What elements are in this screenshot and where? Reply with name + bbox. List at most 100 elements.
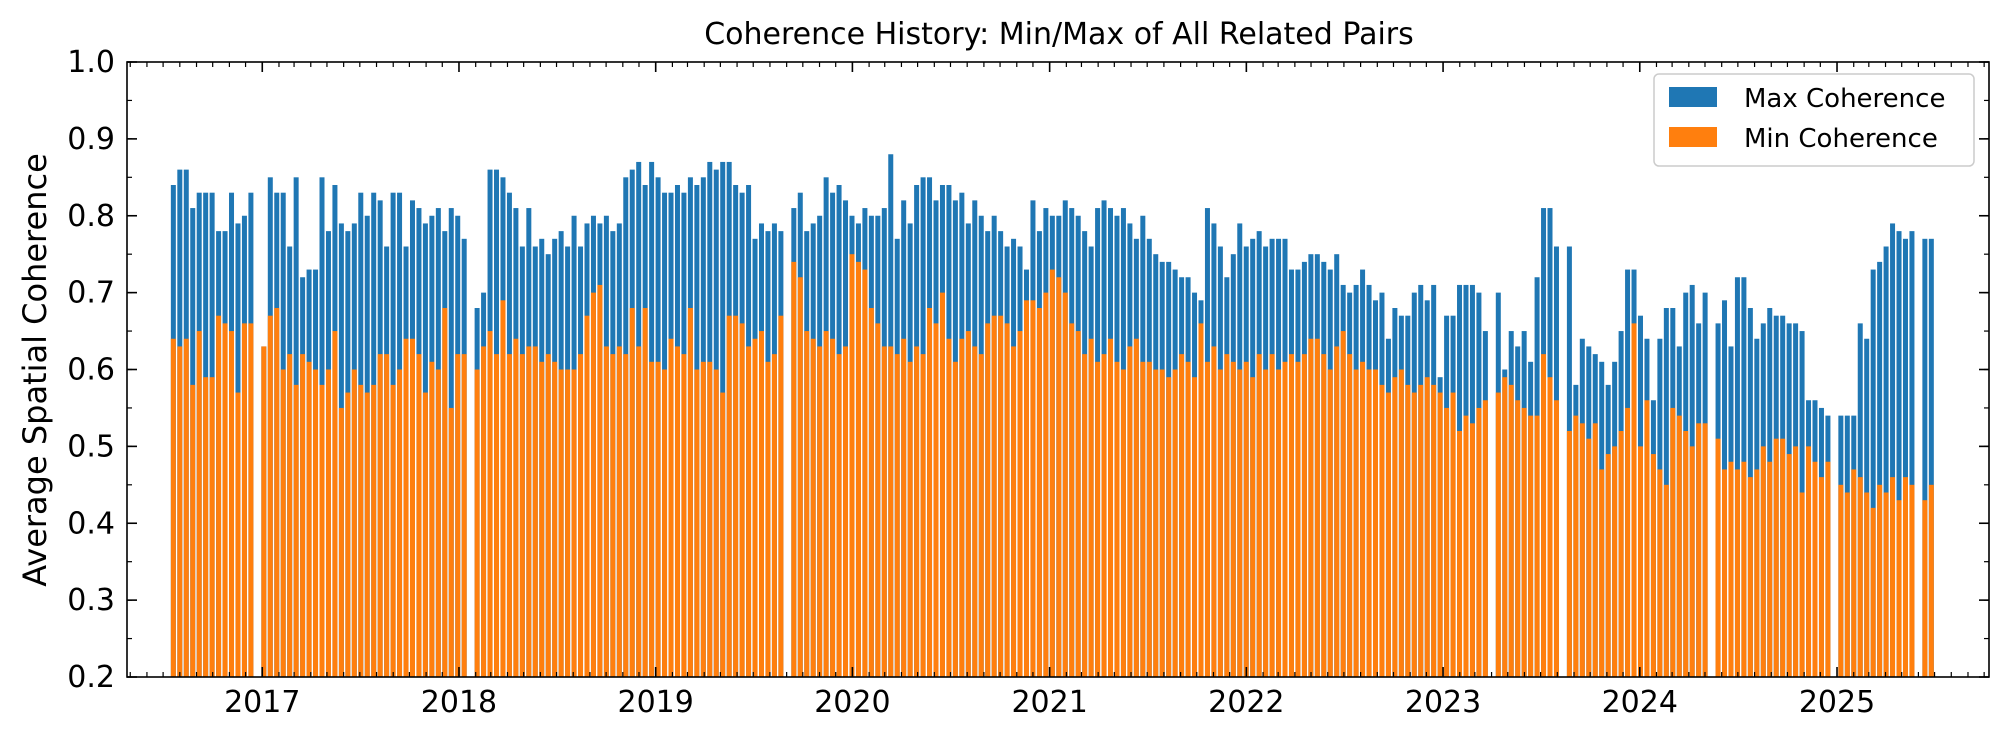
- min-coherence-bar: [1069, 323, 1075, 677]
- y-tick-label: 1.0: [67, 45, 115, 80]
- min-coherence-bar: [1405, 384, 1411, 677]
- min-coherence-bar: [927, 308, 933, 677]
- min-coherence-bar: [474, 369, 480, 677]
- min-coherence-bar: [300, 354, 306, 677]
- min-coherence-bar: [1179, 354, 1185, 677]
- min-coherence-bar: [1075, 331, 1081, 677]
- min-coherence-bar: [694, 369, 700, 677]
- min-coherence-bar: [358, 384, 364, 677]
- min-coherence-bar: [642, 308, 648, 677]
- min-coherence-bar: [435, 369, 441, 677]
- min-coherence-bar: [325, 369, 331, 677]
- y-tick-label: 0.4: [67, 506, 115, 541]
- min-coherence-bar: [726, 315, 732, 677]
- min-coherence-bar: [629, 308, 635, 677]
- min-coherence-bar: [914, 346, 920, 677]
- y-tick-label: 0.6: [67, 353, 115, 388]
- y-tick-label: 0.3: [67, 583, 115, 618]
- min-coherence-bar: [1657, 469, 1663, 677]
- min-coherence-bar: [1043, 292, 1049, 677]
- min-coherence-bar: [1431, 384, 1437, 677]
- min-coherence-bar: [765, 361, 771, 677]
- max-coherence-bar: [1896, 231, 1902, 677]
- min-coherence-bar: [1806, 446, 1812, 677]
- min-coherence-bar: [1495, 392, 1501, 677]
- min-coherence-bar: [332, 331, 338, 677]
- min-coherence-bar: [422, 392, 428, 677]
- min-coherence-bar: [681, 354, 687, 677]
- min-coherence-bar: [338, 407, 344, 677]
- y-tick-label: 0.7: [67, 276, 115, 311]
- min-coherence-bar: [1256, 354, 1262, 677]
- chart-title: Coherence History: Min/Max of All Relate…: [704, 17, 1414, 52]
- min-coherence-bar: [1217, 369, 1223, 677]
- min-coherence-bar: [720, 392, 726, 677]
- min-coherence-bar: [823, 331, 829, 677]
- min-coherence-bar: [513, 338, 519, 677]
- min-coherence-bar: [287, 354, 293, 677]
- min-coherence-bar: [1625, 407, 1631, 677]
- min-coherence-bar: [1573, 415, 1579, 677]
- min-coherence-bar: [1250, 377, 1256, 677]
- min-coherence-bar: [1767, 461, 1773, 677]
- x-tick-label: 2019: [618, 685, 694, 720]
- min-coherence-bar: [1166, 377, 1172, 677]
- min-coherence-bar: [817, 346, 823, 677]
- min-coherence-bar: [1463, 415, 1469, 677]
- max-coherence-bar: [1928, 238, 1934, 677]
- min-coherence-bar: [1870, 507, 1876, 677]
- min-coherence-bar: [1722, 469, 1728, 677]
- min-coherence-bar: [1896, 500, 1902, 677]
- min-coherence-bar: [1101, 354, 1107, 677]
- min-coherence-bar: [319, 384, 325, 677]
- y-tick-label: 0.2: [67, 660, 115, 695]
- min-coherence-bar: [177, 346, 183, 677]
- min-coherence-bar: [403, 338, 409, 677]
- min-coherence-bar: [1373, 369, 1379, 677]
- x-tick-label: 2025: [1799, 685, 1875, 720]
- min-coherence-bar: [1715, 438, 1721, 677]
- legend-label-min: Min Coherence: [1744, 124, 1938, 154]
- min-coherence-bar: [1534, 415, 1540, 677]
- min-coherence-bar: [1204, 361, 1210, 677]
- min-coherence-bar: [1392, 377, 1398, 677]
- min-coherence-bar: [1062, 292, 1068, 677]
- min-coherence-bar: [571, 369, 577, 677]
- min-coherence-bar: [345, 392, 351, 677]
- min-coherence-bar: [778, 315, 784, 677]
- min-coherence-bar: [862, 269, 868, 677]
- min-coherence-bar: [241, 323, 247, 677]
- x-axis: 2017 2018 2019 2020 2021 2022 2023 2024 2025: [129, 62, 1985, 720]
- min-coherence-bar: [1360, 361, 1366, 677]
- min-coherence-bar: [1321, 354, 1327, 677]
- min-coherence-bar: [616, 346, 622, 677]
- min-coherence-bar: [1747, 477, 1753, 677]
- min-coherence-bar: [894, 354, 900, 677]
- min-coherence-bar: [1922, 500, 1928, 677]
- min-coherence-bar: [371, 384, 377, 677]
- min-coherence-bar: [649, 361, 655, 677]
- legend-swatch-min: [1669, 127, 1717, 147]
- min-coherence-bar: [1088, 338, 1094, 677]
- min-coherence-bar: [1211, 346, 1217, 677]
- min-coherence-bar: [1301, 354, 1307, 677]
- min-coherence-bar: [1095, 361, 1101, 677]
- min-coherence-bar: [1347, 354, 1353, 677]
- y-tick-label: 0.9: [67, 122, 115, 157]
- min-coherence-bar: [1398, 369, 1404, 677]
- min-coherence-bar: [1864, 492, 1870, 677]
- max-coherence-bar: [1909, 231, 1915, 677]
- min-coherence-bar: [1644, 400, 1650, 677]
- min-coherence-bar: [1786, 454, 1792, 677]
- y-tick-label: 0.5: [67, 429, 115, 464]
- min-coherence-bar: [1890, 477, 1896, 677]
- min-coherence-bar: [1793, 446, 1799, 677]
- min-coherence-bar: [1011, 346, 1017, 677]
- min-coherence-bar: [487, 331, 493, 677]
- max-coherence-bar: [1877, 261, 1883, 677]
- min-coherence-bar: [1450, 392, 1456, 677]
- min-coherence-bar: [384, 354, 390, 677]
- max-coherence-bar: [1890, 223, 1896, 677]
- min-coherence-bar: [597, 284, 603, 677]
